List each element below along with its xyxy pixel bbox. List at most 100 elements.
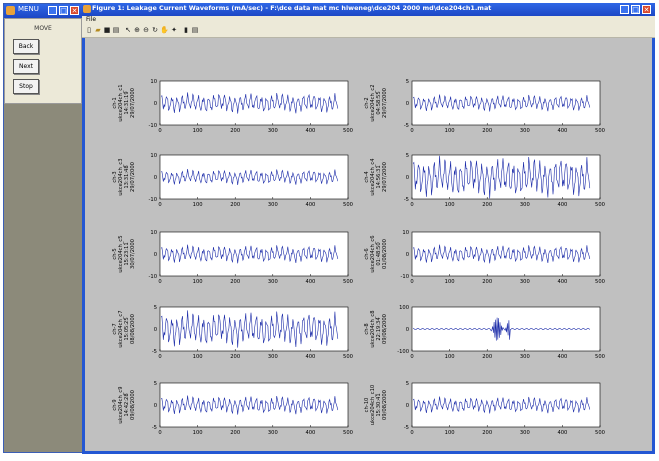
- x-tick-label: 300: [268, 202, 278, 208]
- y-axis-label-line: 14:56:31: [376, 165, 382, 188]
- y-axis-label-line: ch-10: [364, 398, 370, 413]
- y-axis-label-line: 15:23:11: [124, 242, 130, 265]
- x-tick-label: 300: [268, 430, 278, 436]
- y-axis-label-line: 01/08/2000: [382, 239, 388, 269]
- y-axis-label-line: 09/08/2000: [130, 390, 136, 420]
- y-axis-label-line: ukce204ch_c9: [118, 386, 124, 423]
- file-menu[interactable]: File: [86, 16, 97, 23]
- plot-axes: [159, 154, 349, 200]
- x-tick-label: 200: [482, 354, 492, 360]
- y-tick-label: 0: [154, 403, 157, 409]
- x-tick-label: 200: [482, 430, 492, 436]
- maximize-icon[interactable]: □: [59, 6, 68, 15]
- y-axis-label-line: 29/07/2000: [382, 162, 388, 192]
- waveform-line: [160, 395, 339, 415]
- zoom-out-icon[interactable]: ⊖: [143, 26, 149, 34]
- rotate-icon[interactable]: ↻: [152, 26, 158, 34]
- y-tick-label: -10: [149, 123, 157, 129]
- plot-axes: [159, 80, 349, 126]
- new-icon[interactable]: ▯: [87, 26, 91, 34]
- legend-icon[interactable]: ▤: [191, 26, 199, 34]
- menu-window-title: MENU: [18, 5, 39, 13]
- y-axis-label-line: ch-2: [364, 97, 370, 108]
- x-tick-label: 400: [305, 430, 315, 436]
- figure-title-bar[interactable]: Figure 1: Leakage Current Waveforms (mA/…: [82, 3, 655, 16]
- maximize-icon[interactable]: □: [631, 5, 640, 14]
- y-axis-label-line: 29/07/2000: [130, 88, 136, 118]
- datatip-icon[interactable]: ✦: [171, 26, 177, 34]
- y-axis-label-line: 14:31:19: [124, 91, 130, 114]
- plot-axes: [411, 231, 601, 277]
- y-tick-label: 10: [150, 79, 157, 85]
- zoom-in-icon[interactable]: ⊕: [134, 26, 140, 34]
- menu-label: MOVE: [34, 25, 52, 32]
- x-tick-label: 200: [482, 128, 492, 134]
- y-axis-label-line: 15:05:25: [124, 317, 130, 340]
- save-icon[interactable]: ■: [103, 26, 111, 34]
- x-tick-label: 400: [305, 279, 315, 285]
- waveform-line: [160, 92, 339, 114]
- y-axis-label-line: ch-5: [112, 248, 118, 259]
- next-button[interactable]: Next: [13, 59, 39, 74]
- y-tick-label: -100: [397, 349, 409, 355]
- y-tick-label: 0: [406, 252, 409, 258]
- x-tick-label: 100: [193, 128, 203, 134]
- x-tick-label: 400: [305, 202, 315, 208]
- x-tick-label: 500: [595, 430, 605, 436]
- menu-title-bar[interactable]: MENU _ □ ✕: [4, 4, 82, 18]
- minimize-icon[interactable]: _: [620, 5, 629, 14]
- y-tick-label: 10: [402, 230, 409, 236]
- waveform-line: [412, 244, 591, 264]
- x-tick-label: 0: [158, 430, 161, 436]
- y-tick-label: 0: [406, 175, 409, 181]
- stop-button[interactable]: Stop: [13, 79, 39, 94]
- back-button[interactable]: Back: [13, 39, 39, 54]
- arrow-icon[interactable]: ↖: [125, 26, 131, 34]
- matlab-icon: [83, 5, 91, 13]
- x-tick-label: 200: [230, 128, 240, 134]
- x-tick-label: 400: [557, 279, 567, 285]
- print-icon[interactable]: ▤: [112, 26, 120, 34]
- y-tick-label: 0: [154, 175, 157, 181]
- x-tick-label: 500: [343, 279, 353, 285]
- y-axis-label-line: ukce204ch_c8: [370, 310, 376, 347]
- y-tick-label: 5: [406, 153, 409, 159]
- plot-axes: [411, 80, 601, 126]
- plot-axes: [159, 231, 349, 277]
- colorbar-icon[interactable]: ▮: [184, 26, 188, 34]
- y-tick-label: -10: [401, 274, 409, 280]
- y-axis-label-line: 29/07/2000: [382, 88, 388, 118]
- y-axis-label-line: 13:31:48: [124, 165, 130, 188]
- x-tick-label: 100: [193, 279, 203, 285]
- x-tick-label: 200: [230, 279, 240, 285]
- waveform-line: [412, 155, 591, 199]
- menu-window: MENU _ □ ✕ MOVE Back Next Stop: [3, 3, 83, 453]
- x-tick-label: 400: [557, 128, 567, 134]
- close-icon[interactable]: ✕: [642, 5, 651, 14]
- waveform-line: [412, 317, 590, 341]
- x-tick-label: 300: [520, 202, 530, 208]
- x-tick-label: 100: [193, 202, 203, 208]
- x-tick-label: 500: [343, 354, 353, 360]
- y-tick-label: 5: [406, 79, 409, 85]
- y-axis-label-line: 09/08/2000: [382, 390, 388, 420]
- y-axis-label-line: ch-4: [364, 171, 370, 183]
- y-tick-label: 0: [154, 252, 157, 258]
- open-icon[interactable]: ▰: [95, 26, 101, 34]
- x-tick-label: 300: [268, 128, 278, 134]
- y-axis-label-line: ch-9: [112, 399, 118, 410]
- y-axis-label-line: 09/08/2000: [382, 314, 388, 344]
- x-tick-label: 400: [557, 202, 567, 208]
- pan-icon[interactable]: ✋: [160, 26, 169, 34]
- x-tick-label: 0: [410, 279, 413, 285]
- y-axis-label-line: 22:19:34: [376, 317, 382, 341]
- y-tick-label: -10: [149, 197, 157, 203]
- x-tick-label: 0: [158, 354, 161, 360]
- minimize-icon[interactable]: _: [48, 6, 57, 15]
- close-icon[interactable]: ✕: [70, 6, 79, 15]
